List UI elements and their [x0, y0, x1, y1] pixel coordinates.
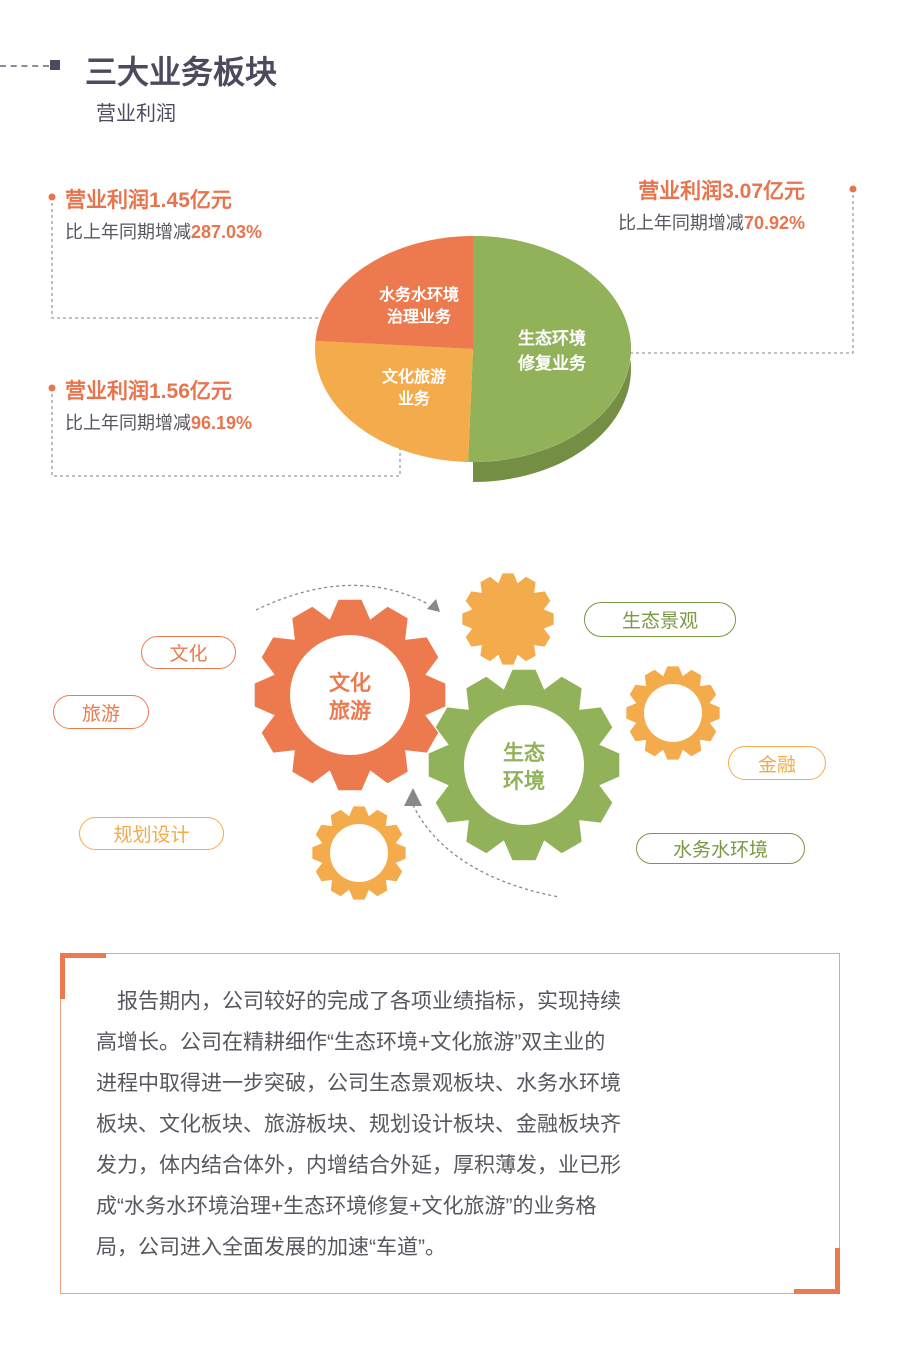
svg-text:环境: 环境 — [503, 769, 545, 793]
svg-text:文化旅游: 文化旅游 — [382, 367, 446, 386]
svg-text:文化: 文化 — [329, 671, 371, 695]
svg-text:修复业务: 修复业务 — [517, 353, 587, 373]
svg-text:业务: 业务 — [398, 389, 431, 408]
svg-text:治理业务: 治理业务 — [387, 307, 452, 326]
svg-text:生态环境: 生态环境 — [518, 328, 586, 348]
svg-text:旅游: 旅游 — [329, 699, 371, 723]
svg-text:水务水环境: 水务水环境 — [379, 285, 459, 304]
svg-text:生态: 生态 — [503, 741, 545, 765]
